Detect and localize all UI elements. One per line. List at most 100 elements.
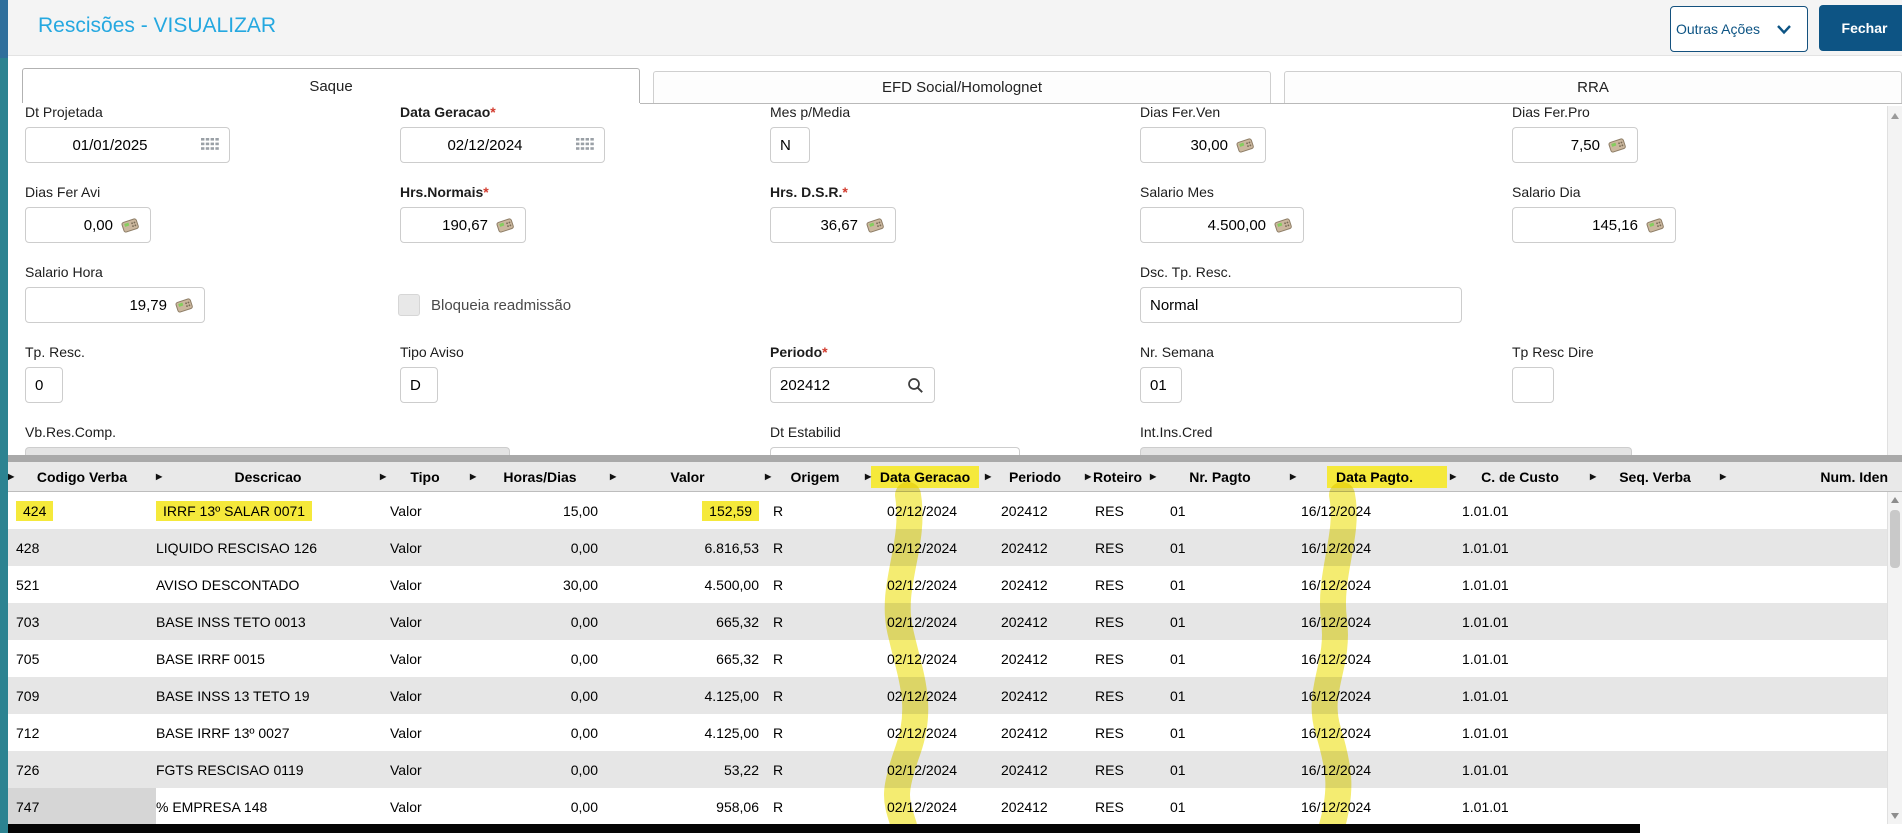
table-cell-nr_pagto[interactable]: 01 [1170, 724, 1186, 741]
table-cell-nr_pagto[interactable]: 01 [1170, 613, 1186, 630]
table-cell-descricao[interactable]: BASE INSS TETO 0013 [156, 613, 306, 630]
table-cell-valor[interactable]: 665,32 [716, 613, 759, 630]
table-cell-c_custo[interactable]: 1.01.01 [1462, 576, 1509, 593]
table-cell-valor[interactable]: 53,22 [723, 761, 759, 778]
table-cell-data_geracao[interactable]: 02/12/2024 [887, 613, 958, 630]
column-header-data_geracao[interactable]: ▶ Data Geracao [865, 462, 985, 492]
table-cell-tipo[interactable]: Valor [390, 687, 422, 704]
table-cell-periodo[interactable]: 202412 [1001, 502, 1048, 519]
table-cell-data_pagto[interactable]: 16/12/2024 [1301, 613, 1372, 630]
table-cell-codigo[interactable]: 428 [16, 539, 40, 556]
calculator-icon[interactable] [1607, 137, 1627, 154]
table-cell-periodo[interactable]: 202412 [1001, 650, 1048, 667]
table-cell-descricao[interactable]: BASE INSS 13 TETO 19 [156, 687, 310, 704]
table-cell-data_geracao[interactable]: 02/12/2024 [887, 650, 958, 667]
tipo-aviso-input[interactable]: D [400, 367, 438, 403]
scrollbar-thumb[interactable] [1890, 510, 1900, 568]
salario-dia-input[interactable]: 145,16 [1512, 207, 1676, 243]
table-cell-seq_verba[interactable] [1590, 603, 1720, 640]
dsc-tp-resc-input[interactable]: Normal [1140, 287, 1462, 323]
table-cell-seq_verba[interactable] [1590, 677, 1720, 714]
table-cell-data_geracao[interactable]: 02/12/2024 [887, 687, 958, 704]
table-cell-data_geracao[interactable]: 02/12/2024 [887, 576, 958, 593]
calculator-icon[interactable] [865, 217, 885, 234]
table-cell-c_custo[interactable]: 1.01.01 [1462, 539, 1509, 556]
table-cell-data_geracao[interactable]: 02/12/2024 [887, 798, 958, 815]
table-cell-horas[interactable]: 0,00 [570, 650, 598, 667]
table-row[interactable]: 709 BASE INSS 13 TETO 19 Valor 0,00 4.125,00… [0, 677, 1888, 714]
table-cell-descricao[interactable]: IRRF 13º SALAR 0071 [156, 492, 380, 529]
table-cell-num_iden[interactable] [1720, 529, 1888, 566]
column-header-num_iden[interactable]: ▶ Num. Iden [1720, 462, 1888, 492]
table-cell-num_iden[interactable] [1720, 788, 1888, 825]
calculator-icon[interactable] [1273, 217, 1293, 234]
dt-projetada-input[interactable]: 01/01/2025 [25, 127, 230, 163]
table-cell-horas[interactable]: 0,00 [570, 539, 598, 556]
column-header-origem[interactable]: ▶ Origem [765, 462, 865, 492]
column-header-nr_pagto[interactable]: ▶ Nr. Pagto [1150, 462, 1290, 492]
calculator-icon[interactable] [120, 217, 140, 234]
table-cell-roteiro[interactable]: RES [1095, 687, 1124, 704]
mes-p-media-input[interactable]: N [770, 127, 810, 163]
table-cell-num_iden[interactable] [1720, 603, 1888, 640]
column-header-periodo[interactable]: ▶ Periodo [985, 462, 1085, 492]
table-cell-data_geracao[interactable]: 02/12/2024 [887, 539, 958, 556]
table-cell-descricao[interactable]: FGTS RESCISAO 0119 [156, 761, 304, 778]
table-cell-data_pagto[interactable]: 16/12/2024 [1301, 761, 1372, 778]
table-row[interactable]: 703 BASE INSS TETO 0013 Valor 0,00 665,32 R 02… [0, 603, 1888, 640]
scroll-down-icon[interactable] [1888, 808, 1902, 824]
table-cell-codigo[interactable]: 521 [16, 576, 40, 593]
table-cell-num_iden[interactable] [1720, 751, 1888, 788]
table-row[interactable]: 705 BASE IRRF 0015 Valor 0,00 665,32 R 02/12/2… [0, 640, 1888, 677]
table-cell-tipo[interactable]: Valor [390, 576, 422, 593]
table-cell-nr_pagto[interactable]: 01 [1170, 687, 1186, 704]
table-cell-c_custo[interactable]: 1.01.01 [1462, 724, 1509, 741]
table-cell-descricao[interactable]: LIQUIDO RESCISAO 126 [156, 539, 318, 556]
table-cell-horas[interactable]: 0,00 [570, 687, 598, 704]
nr-semana-input[interactable]: 01 [1140, 367, 1182, 403]
table-cell-valor[interactable]: 6.816,53 [704, 539, 760, 556]
table-cell-c_custo[interactable]: 1.01.01 [1462, 613, 1509, 630]
close-button[interactable]: Fechar [1819, 5, 1902, 51]
form-vertical-scrollbar[interactable] [1887, 106, 1902, 455]
column-header-horas[interactable]: ▶ Horas/Dias [470, 462, 610, 492]
table-cell-valor[interactable]: 665,32 [716, 650, 759, 667]
table-cell-roteiro[interactable]: RES [1095, 539, 1124, 556]
dias-fer-avi-input[interactable]: 0,00 [25, 207, 151, 243]
tp-resc-dire-input[interactable] [1512, 367, 1554, 403]
table-cell-periodo[interactable]: 202412 [1001, 613, 1048, 630]
table-cell-seq_verba[interactable] [1590, 714, 1720, 751]
table-cell-seq_verba[interactable] [1590, 492, 1720, 529]
table-cell-nr_pagto[interactable]: 01 [1170, 798, 1186, 815]
table-cell-data_pagto[interactable]: 16/12/2024 [1301, 798, 1372, 815]
table-cell-data_pagto[interactable]: 16/12/2024 [1301, 650, 1372, 667]
table-cell-codigo[interactable]: 703 [16, 613, 40, 630]
salario-mes-input[interactable]: 4.500,00 [1140, 207, 1304, 243]
table-cell-seq_verba[interactable] [1590, 529, 1720, 566]
table-cell-origem[interactable]: R [773, 576, 784, 593]
table-cell-roteiro[interactable]: RES [1095, 724, 1124, 741]
table-cell-codigo[interactable]: 709 [16, 687, 40, 704]
table-cell-tipo[interactable]: Valor [390, 798, 422, 815]
table-cell-c_custo[interactable]: 1.01.01 [1462, 650, 1509, 667]
table-cell-codigo[interactable]: 712 [16, 724, 40, 741]
dias-fer-pro-input[interactable]: 7,50 [1512, 127, 1638, 163]
table-row[interactable]: 726 FGTS RESCISAO 0119 Valor 0,00 53,22 R 02/1… [0, 751, 1888, 788]
tp-resc-input[interactable]: 0 [25, 367, 63, 403]
search-icon[interactable] [907, 377, 924, 394]
table-row[interactable]: 424 IRRF 13º SALAR 0071 Valor 15,00 152,59 R 0… [0, 492, 1888, 529]
other-actions-button[interactable]: Outras Ações [1670, 6, 1808, 52]
table-cell-origem[interactable]: R [773, 761, 784, 778]
column-header-valor[interactable]: ▶ Valor [610, 462, 765, 492]
table-cell-seq_verba[interactable] [1590, 751, 1720, 788]
table-cell-c_custo[interactable]: 1.01.01 [1462, 502, 1509, 519]
table-cell-roteiro[interactable]: RES [1095, 576, 1124, 593]
table-row[interactable]: 747% EMPRESA 148 Valor 0,00 958,06 R 02/12/20… [0, 788, 1888, 825]
table-cell-valor[interactable]: 152,59 [610, 492, 765, 529]
table-cell-horas[interactable]: 0,00 [570, 613, 598, 630]
tab-rra[interactable]: RRA [1284, 71, 1902, 103]
calculator-icon[interactable] [174, 297, 194, 314]
table-cell-periodo[interactable]: 202412 [1001, 539, 1048, 556]
table-cell-seq_verba[interactable] [1590, 640, 1720, 677]
table-cell-descricao[interactable]: BASE IRRF 0015 [156, 650, 265, 667]
